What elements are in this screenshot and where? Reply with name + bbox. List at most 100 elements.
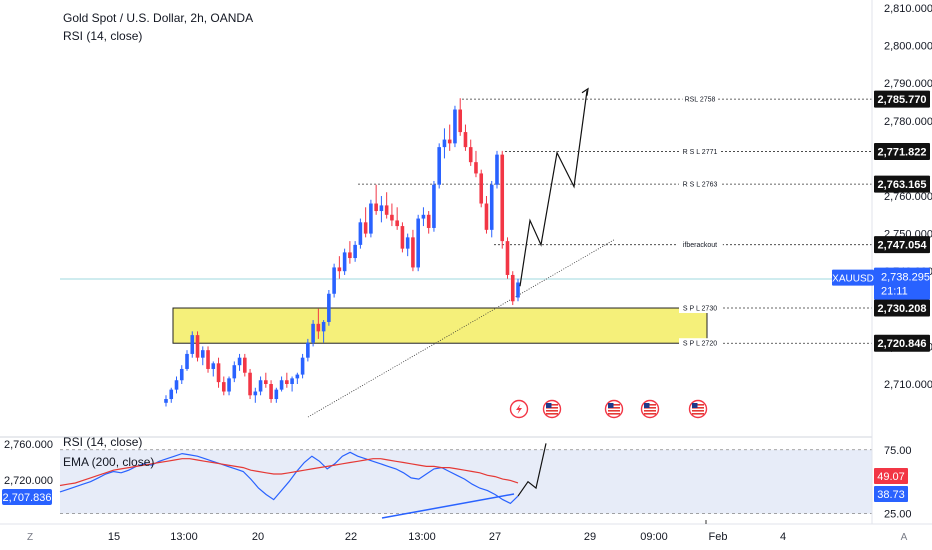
rsi-pane: RSI (14, close) EMA (200, close) 2,760.000…: [0, 435, 872, 519]
flag-stripe: [546, 404, 558, 406]
candle-body: [164, 399, 168, 403]
candle-body: [489, 184, 494, 230]
candle-body: [426, 214, 431, 228]
level-tag-bg: [874, 334, 930, 352]
trendline-line: [307, 238, 616, 418]
level-label-bg: [679, 179, 721, 190]
candle-body: [306, 342, 310, 358]
level-label: ifberackout: [683, 242, 717, 249]
price-tick: 2,790.000: [884, 78, 932, 90]
price-tick: 2,810.000: [884, 3, 932, 15]
time-tick: A: [901, 532, 908, 543]
rsi-tag-bg: [874, 468, 908, 484]
flag-stripe: [546, 413, 558, 415]
candle-body: [264, 380, 268, 384]
ema-legend-label: EMA (200, close): [63, 455, 154, 469]
level-tag: 2,747.054: [878, 240, 928, 252]
candle-body: [332, 267, 336, 294]
price-tick: 2,710.000: [884, 379, 932, 391]
candle-body: [253, 391, 258, 396]
level-tag-bg: [874, 90, 930, 108]
level-tag-bg: [874, 236, 930, 254]
candle-body: [295, 374, 300, 379]
candle-body: [505, 241, 510, 275]
flag-stripe: [644, 407, 656, 409]
candle-body: [200, 350, 205, 358]
candle-body: [243, 357, 247, 373]
flag-canton: [608, 403, 614, 408]
candle-body: [510, 274, 515, 302]
flag-stripe: [608, 413, 620, 415]
candle-body: [400, 226, 405, 249]
symbol-tag: XAUUSD: [832, 274, 874, 285]
flag-stripe: [608, 410, 620, 412]
candle-body: [269, 384, 273, 400]
candle-body: [437, 147, 441, 185]
candle-body: [179, 368, 184, 381]
forecast-line: [519, 90, 588, 287]
candle-body: [379, 205, 384, 212]
price-tag: 2,738.295: [881, 272, 930, 284]
candle-body: [442, 139, 447, 148]
us-flag-icon[interactable]: [688, 399, 708, 419]
level-tag: 2,785.770: [878, 94, 927, 106]
candle-body: [211, 363, 216, 369]
candle-body: [390, 214, 394, 221]
flag-stripe: [644, 413, 656, 415]
candle-body: [405, 237, 410, 249]
time-tick: 15: [108, 531, 120, 543]
support-zone-rect: [172, 307, 708, 344]
chart-title: Gold Spot / U.S. Dollar, 2h, OANDA: [63, 11, 253, 25]
level-label-bg: [679, 338, 721, 349]
flag-stripe: [546, 410, 558, 412]
time-tick: 20: [252, 531, 264, 543]
flag-stripe: [692, 407, 704, 409]
candle-body: [495, 154, 499, 185]
level-tag: 2,771.822: [878, 147, 927, 159]
time-tick: 27: [489, 531, 501, 543]
candle-body: [416, 218, 420, 268]
candle-body: [468, 147, 473, 163]
rsi-tag: 49.07: [877, 471, 905, 483]
time-tick: Feb: [709, 531, 728, 543]
left-tag: 2,707.836: [3, 492, 52, 504]
candle-body: [363, 222, 368, 234]
time-axis[interactable]: Z 15 13:00 20 22 13:00 27 29 09:00 Feb 4 A: [0, 520, 932, 543]
candle-body: [484, 203, 489, 230]
candle-body: [248, 372, 252, 396]
us-flag-icon[interactable]: [640, 399, 660, 419]
symbol-tag-bg: [832, 269, 874, 286]
ema-line: [59, 458, 519, 487]
lightning-icon[interactable]: [509, 399, 529, 419]
us-flag-icon[interactable]: [542, 399, 562, 419]
flag-stripe: [644, 410, 656, 412]
candle-body: [342, 252, 347, 272]
time-tick: Z: [27, 532, 33, 543]
candle-body: [353, 244, 357, 259]
events[interactable]: [509, 399, 708, 419]
rsi-forecast-line: [517, 443, 547, 497]
candle-body: [421, 214, 426, 219]
price-axis[interactable]: 2,810.000 2,800.000 2,790.000 2,780.000 2,76…: [832, 0, 932, 524]
level-label-bg: [679, 146, 721, 157]
candle-body: [185, 353, 189, 369]
candle-body: [453, 109, 457, 144]
left-tag-bg: [2, 489, 52, 505]
us-flag-icon[interactable]: [604, 399, 624, 419]
candle-body: [337, 267, 342, 272]
candle-body: [216, 363, 221, 383]
level-label: RSL 2758: [685, 97, 716, 104]
candle-body: [516, 282, 520, 298]
time-tick: 13:00: [170, 531, 198, 543]
candle-body: [316, 323, 321, 332]
candle-body: [374, 203, 378, 212]
candle-body: [348, 252, 352, 259]
lightning-bolt: [516, 404, 522, 414]
price-tick: 2,760.000: [884, 191, 932, 203]
candle-body: [311, 323, 315, 343]
flag-stripe: [608, 407, 620, 409]
level-tag: 2,730.208: [878, 303, 927, 315]
candle-body: [258, 380, 263, 392]
